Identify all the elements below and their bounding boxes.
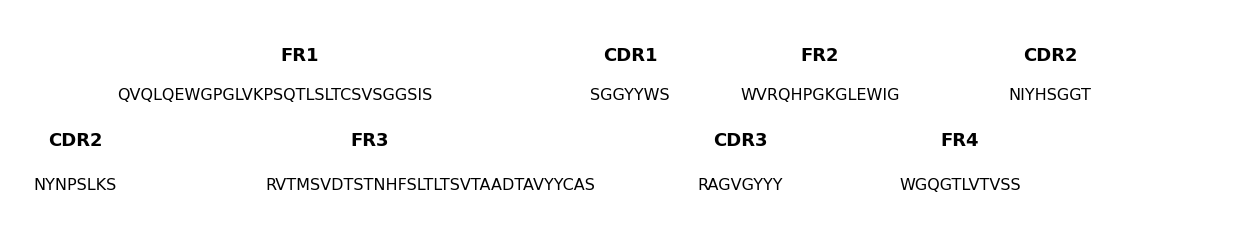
Text: NIYHSGGT: NIYHSGGT xyxy=(1008,88,1091,103)
Text: CDR2: CDR2 xyxy=(1023,47,1078,65)
Text: FR3: FR3 xyxy=(351,132,389,150)
Text: WVRQHPGKGLEWIG: WVRQHPGKGLEWIG xyxy=(740,88,900,103)
Text: WGQGTLVTVSS: WGQGTLVTVSS xyxy=(899,178,1021,193)
Text: CDR2: CDR2 xyxy=(48,132,102,150)
Text: CDR1: CDR1 xyxy=(603,47,657,65)
Text: FR1: FR1 xyxy=(280,47,319,65)
Text: RVTMSVDTSTNHFSLTLTSVTAADTAVYYCAS: RVTMSVDTSTNHFSLTLTSVTAADTAVYYCAS xyxy=(265,178,595,193)
Text: FR2: FR2 xyxy=(801,47,839,65)
Text: CDR3: CDR3 xyxy=(713,132,768,150)
Text: QVQLQEWGPGLVKPSQTLSLTCSVSGGSIS: QVQLQEWGPGLVKPSQTLSLTCSVSGGSIS xyxy=(118,88,433,103)
Text: NYNPSLKS: NYNPSLKS xyxy=(33,178,117,193)
Text: RAGVGYYY: RAGVGYYY xyxy=(697,178,782,193)
Text: SGGYYWS: SGGYYWS xyxy=(590,88,670,103)
Text: FR4: FR4 xyxy=(941,132,980,150)
